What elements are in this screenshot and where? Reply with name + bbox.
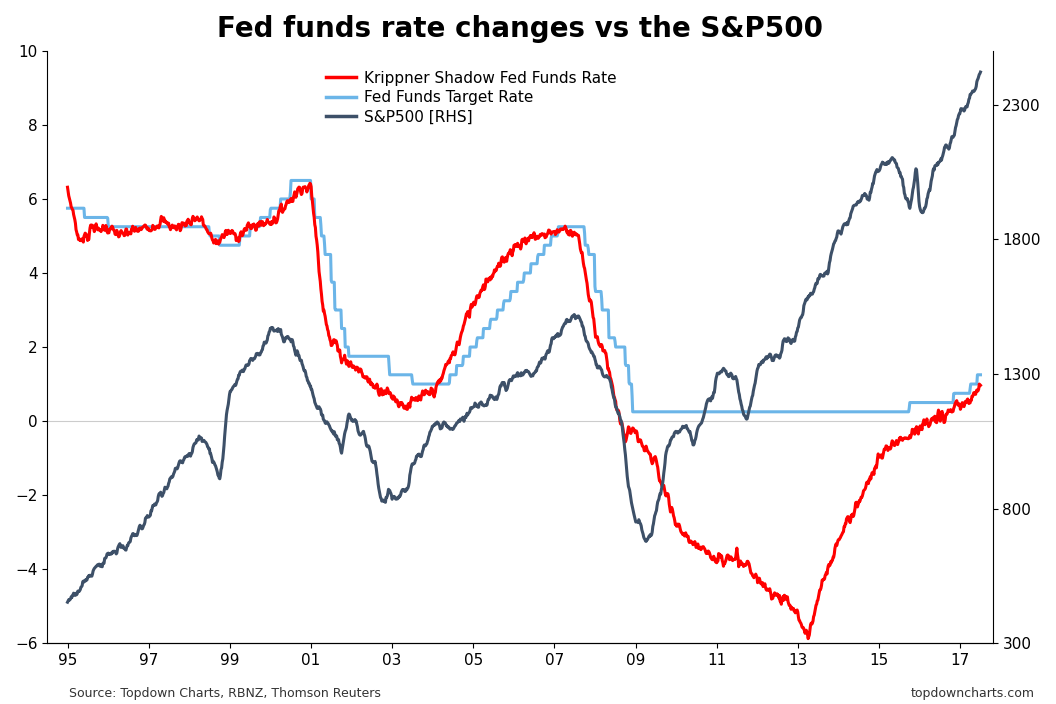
- Text: topdowncharts.com: topdowncharts.com: [911, 688, 1035, 700]
- Legend: Krippner Shadow Fed Funds Rate, Fed Funds Target Rate, S&P500 [RHS]: Krippner Shadow Fed Funds Rate, Fed Fund…: [320, 65, 623, 131]
- Text: Source: Topdown Charts, RBNZ, Thomson Reuters: Source: Topdown Charts, RBNZ, Thomson Re…: [69, 688, 380, 700]
- Title: Fed funds rate changes vs the S&P500: Fed funds rate changes vs the S&P500: [216, 15, 823, 43]
